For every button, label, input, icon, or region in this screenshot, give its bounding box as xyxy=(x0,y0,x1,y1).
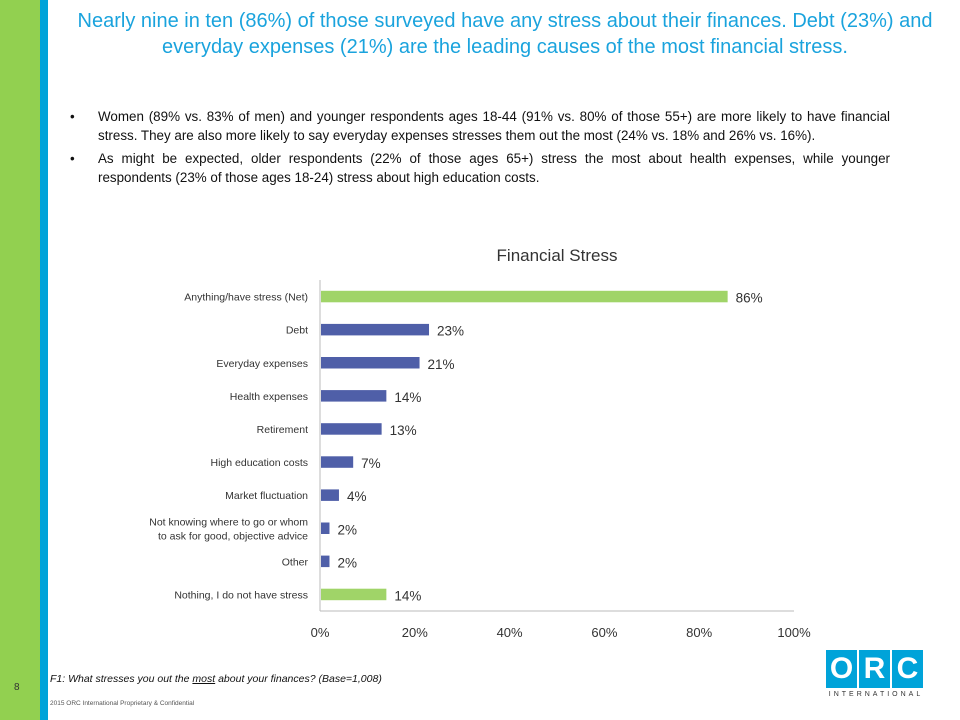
logo-letter: C xyxy=(892,650,923,688)
category-label-line: Nothing, I do not have stress xyxy=(174,589,308,601)
x-tick-label: 0% xyxy=(311,625,330,640)
bar xyxy=(321,555,330,568)
bar xyxy=(321,489,339,501)
category-label-line: Debt xyxy=(286,325,308,337)
bar xyxy=(321,423,382,435)
copyright: 2015 ORC International Proprietary & Con… xyxy=(50,700,195,707)
category-label: Not knowing where to go or whom to ask fo… xyxy=(149,516,308,542)
category-label-line: Anything/have stress (Net) xyxy=(184,292,308,304)
bullet-dot: • xyxy=(70,151,75,166)
bullet-list: • Women (89% vs. 83% of men) and younger… xyxy=(70,108,890,192)
data-label: 4% xyxy=(347,489,367,504)
data-label: 14% xyxy=(394,588,421,603)
category-label-line: Not knowing where to go or whom xyxy=(149,516,308,528)
footnote: F1: What stresses you out the most about… xyxy=(50,673,382,685)
bar xyxy=(321,456,354,468)
orc-logo: O R C INTERNATIONAL xyxy=(826,650,926,706)
x-tick-label: 40% xyxy=(497,625,523,640)
category-label: Other xyxy=(282,556,309,568)
data-label: 7% xyxy=(361,456,381,471)
category-label-line: Everyday expenses xyxy=(216,358,308,370)
chart-title: Financial Stress xyxy=(496,246,618,265)
footnote-prefix: F1: What stresses you out the xyxy=(50,673,193,685)
category-label-line: Health expenses xyxy=(230,391,308,403)
x-tick-label: 100% xyxy=(777,625,811,640)
logo-letter: O xyxy=(826,650,857,688)
left-green-band xyxy=(0,0,40,720)
category-label-line: to ask for good, objective advice xyxy=(158,530,308,542)
category-label: Nothing, I do not have stress xyxy=(174,589,308,601)
bullet-text: Women (89% vs. 83% of men) and younger r… xyxy=(98,109,890,143)
bullet-item: • As might be expected, older respondent… xyxy=(70,150,890,187)
footnote-suffix: about your finances? (Base=1,008) xyxy=(215,673,382,685)
data-label: 21% xyxy=(428,357,455,372)
x-tick-label: 60% xyxy=(591,625,617,640)
bar xyxy=(321,357,420,369)
page-number: 8 xyxy=(14,682,20,693)
category-label-line: Retirement xyxy=(257,424,308,436)
data-label: 23% xyxy=(437,324,464,339)
bullet-dot: • xyxy=(70,109,75,124)
bar xyxy=(321,588,387,601)
category-label-line: High education costs xyxy=(211,457,308,469)
logo-subtitle: INTERNATIONAL xyxy=(828,691,924,698)
data-label: 13% xyxy=(390,423,417,438)
data-label: 86% xyxy=(736,291,763,306)
category-label: Anything/have stress (Net) xyxy=(184,292,308,304)
x-tick-label: 80% xyxy=(686,625,712,640)
data-label: 2% xyxy=(337,555,357,570)
bar xyxy=(321,290,728,303)
slide-title: Nearly nine in ten (86%) of those survey… xyxy=(77,10,933,58)
bullet-item: • Women (89% vs. 83% of men) and younger… xyxy=(70,108,890,145)
bar xyxy=(321,323,430,336)
bar xyxy=(321,390,387,402)
data-label: 2% xyxy=(337,522,357,537)
left-blue-stripe xyxy=(40,0,48,720)
data-label: 14% xyxy=(394,390,421,405)
bar xyxy=(321,522,330,534)
category-label: Health expenses xyxy=(230,391,308,403)
bullet-text: As might be expected, older respondents … xyxy=(98,151,890,185)
category-label: High education costs xyxy=(211,457,308,469)
category-label: Market fluctuation xyxy=(225,490,308,502)
logo-letter: R xyxy=(859,650,890,688)
category-label: Debt xyxy=(286,325,308,337)
x-tick-label: 20% xyxy=(402,625,428,640)
category-label: Retirement xyxy=(257,424,308,436)
category-label-line: Other xyxy=(282,556,309,568)
category-label: Everyday expenses xyxy=(216,358,308,370)
category-label-line: Market fluctuation xyxy=(225,490,308,502)
footnote-emphasis: most xyxy=(192,673,216,685)
